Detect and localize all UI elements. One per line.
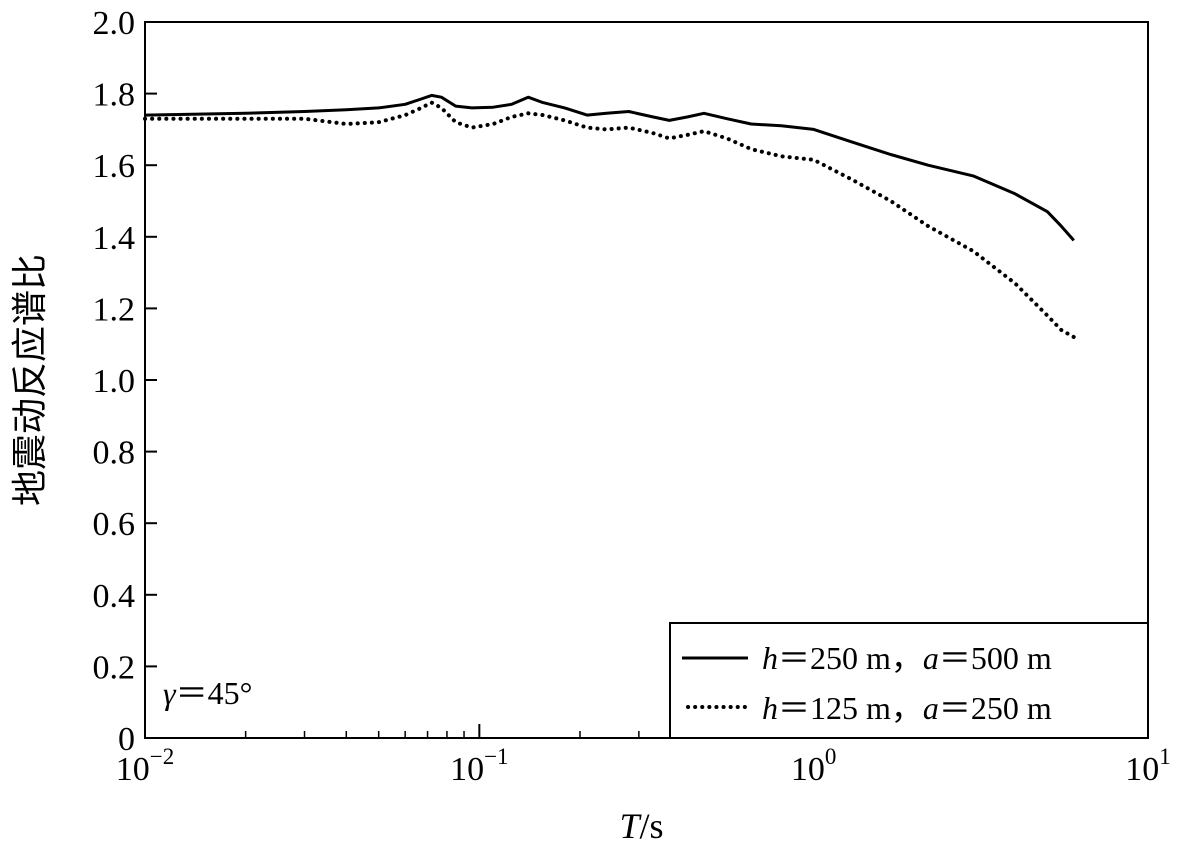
legend-entry-1-var-a: a [923,640,939,676]
legend-entry-2: h＝125 m，a＝250 m [762,690,1052,726]
y-axis-title-group: 地震动反应谱比 [10,254,50,506]
legend-entry-1-var-h: h [762,640,778,676]
x-tick-label: 101 [1125,744,1171,788]
legend-entry-2-var-a: a [923,690,939,726]
x-axis-title-unit: /s [640,806,664,846]
x-tick-label: 10−2 [116,744,174,788]
gamma-value: ＝45° [176,675,253,711]
series-line-2 [143,100,1076,339]
legend-entry-2-text-a: ＝250 m [939,690,1052,726]
legend-entry-1-text-a: ＝500 m [939,640,1052,676]
y-tick-label: 0 [118,721,135,758]
legend-entry-1: h＝250 m，a＝500 m [762,640,1052,676]
y-tick-label: 0.4 [93,578,136,615]
x-tick-label: 10−1 [450,744,508,788]
y-tick-label: 0.2 [93,649,136,686]
x-axis-title-variable: T [619,806,642,846]
series-lines [143,93,1076,339]
y-tick-label: 1.2 [93,291,136,328]
y-axis-title: 地震动反应谱比 [10,254,50,506]
y-tick-label: 2.0 [93,5,136,42]
y-tick-label: 0.8 [93,435,136,472]
y-tick-label: 1.6 [93,148,136,185]
legend-entry-1-text-h: ＝250 m， [778,640,923,676]
legend-entry-2-var-h: h [762,690,778,726]
legend-entry-2-text-h: ＝125 m， [778,690,923,726]
axis-ticks: 0 0.2 0.4 0.6 0.8 1.0 1.2 1.4 1.6 1.8 2.0 10−2 10−1 1… [93,5,1171,788]
x-tick-label: 100 [791,744,837,788]
legend-box [669,622,1149,739]
legend: h＝250 m，a＝500 m h＝125 m，a＝250 m [669,622,1149,739]
gamma-annotation: γ＝45° [163,675,252,711]
gamma-symbol: γ [163,675,177,711]
plot-frame [144,21,1149,739]
series-line-1 [144,93,1075,242]
y-tick-label: 1.4 [93,220,136,257]
y-tick-label: 0.6 [93,506,136,543]
x-axis-title: T/s [619,806,663,846]
y-tick-label: 1.8 [93,77,136,114]
y-tick-label: 1.0 [93,363,136,400]
